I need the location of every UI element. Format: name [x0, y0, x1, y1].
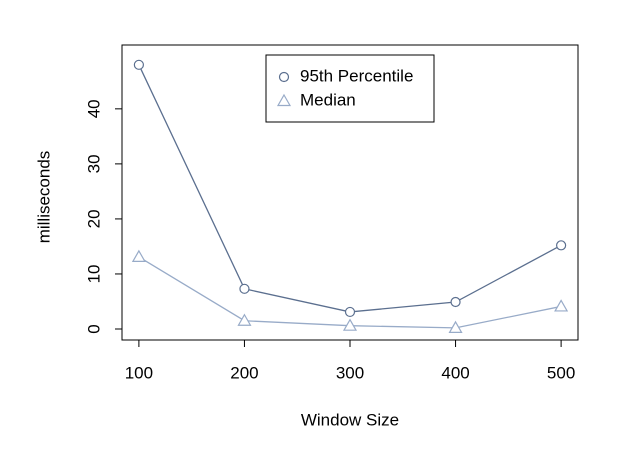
point [554, 299, 569, 312]
x-tick-label: 300 [336, 363, 364, 382]
point [448, 320, 463, 333]
y-tick-label: 30 [84, 154, 103, 173]
x-tick-label: 400 [441, 363, 469, 382]
x-axis-label: Window Size [301, 410, 399, 429]
legend-label: Median [300, 90, 356, 109]
series-line [138, 256, 562, 329]
x-tick-label: 500 [547, 363, 575, 382]
legend-label: 95th Percentile [300, 66, 413, 85]
x-tick-label: 200 [230, 363, 258, 382]
y-tick-label: 40 [84, 99, 103, 118]
legend-marker [276, 93, 292, 107]
y-tick-label: 10 [84, 264, 103, 283]
point [556, 240, 567, 251]
x-tick-label: 100 [125, 363, 153, 382]
y-tick-label: 20 [84, 209, 103, 228]
y-tick-label: 0 [84, 324, 103, 333]
y-axis-label: milliseconds [34, 151, 53, 244]
point [450, 296, 461, 308]
point [131, 249, 146, 262]
point [133, 59, 144, 70]
point [342, 318, 358, 331]
point [239, 283, 250, 294]
point [237, 313, 252, 326]
legend-box [265, 54, 435, 123]
point [344, 306, 356, 318]
legend-marker [278, 71, 290, 83]
